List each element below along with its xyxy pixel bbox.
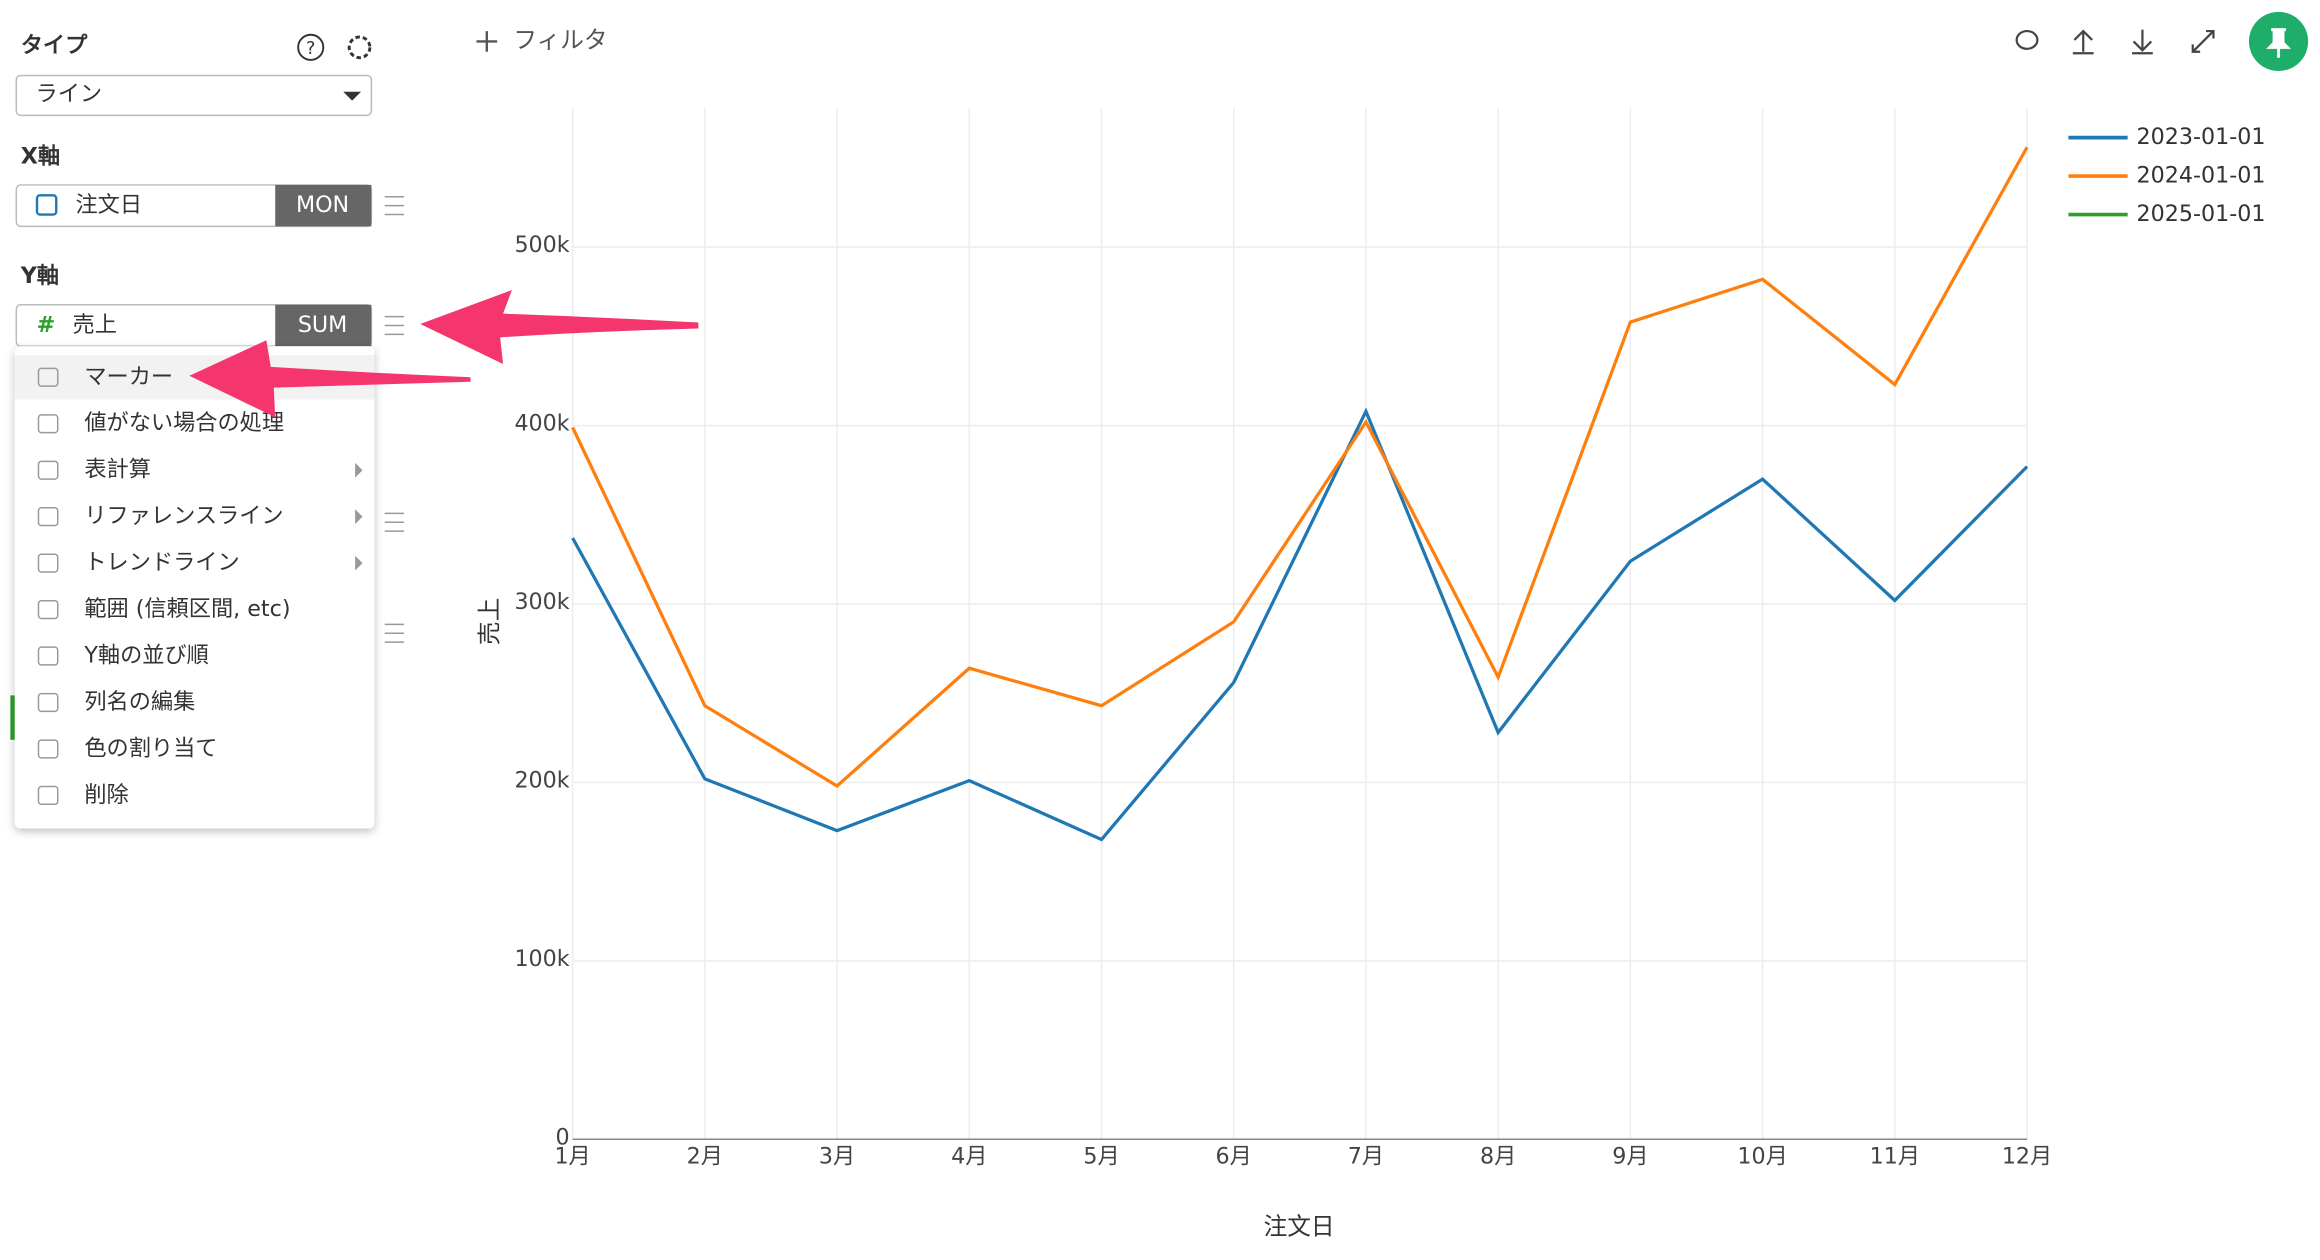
y-agg: SUM [298, 312, 347, 338]
menu-box [14, 346, 375, 829]
select-caret [343, 91, 362, 101]
type-select[interactable] [15, 74, 373, 117]
x-agg: MON [296, 192, 349, 218]
x-field-name: 注文日 [75, 192, 142, 218]
pin-icon [2266, 28, 2292, 58]
legend-label[interactable]: 2024-01-01 [2137, 163, 2266, 189]
x-tick-label: 1月 [554, 1144, 590, 1170]
menu-item[interactable]: マーカー [84, 364, 173, 390]
menu-icon [37, 460, 59, 480]
menu-icon [37, 553, 59, 573]
menu-icon [37, 414, 59, 434]
x-tick-label: 10月 [1737, 1144, 1787, 1170]
x-tick-label: 9月 [1612, 1144, 1648, 1170]
y-field-name: 売上 [73, 312, 117, 338]
settings-icon[interactable] [347, 35, 372, 60]
type-value: ライン [36, 81, 103, 107]
upload-icon[interactable] [2072, 29, 2094, 55]
y-axis-title: 売上 [476, 598, 504, 645]
number-icon: # [37, 312, 56, 338]
menu-item[interactable]: トレンドライン [84, 550, 239, 576]
series-line [571, 146, 2029, 789]
date-icon [35, 194, 58, 216]
help-icon-glyph: ? [306, 39, 315, 59]
hidden-handles [384, 512, 404, 643]
filter-button[interactable]: フィルタ [513, 26, 607, 54]
menu-icon [37, 785, 59, 806]
menu-item[interactable]: 値がない場合の処理 [84, 410, 284, 436]
add-icon [476, 31, 498, 52]
x-tick-label: 12月 [2002, 1144, 2052, 1170]
submenu-caret [355, 555, 363, 571]
y-tick-label: 100k [514, 946, 569, 972]
toolbar-icons [2015, 29, 2215, 55]
arrow [189, 340, 471, 418]
menu-icon [37, 646, 59, 666]
x-handle[interactable] [384, 196, 404, 216]
legend-label[interactable]: 2025-01-01 [2137, 201, 2266, 227]
legend-label[interactable]: 2023-01-01 [2137, 124, 2266, 150]
y-tick-label: 400k [514, 411, 569, 437]
x-tick-label: 11月 [1870, 1144, 1920, 1170]
y-tick-label: 300k [514, 589, 569, 615]
hidden-edge [10, 695, 15, 740]
menu-item[interactable]: Y軸の並び順 [83, 643, 208, 669]
x-tick-label: 8月 [1480, 1144, 1516, 1170]
series-line [571, 407, 2029, 842]
x-tick-label: 2月 [687, 1144, 723, 1170]
menu-item[interactable]: 列名の編集 [84, 689, 195, 715]
y-tick-label: 200k [514, 767, 569, 793]
x-axis-label: X軸 [21, 143, 60, 169]
menu-icon [37, 739, 59, 759]
x-tick-label: 6月 [1216, 1144, 1252, 1170]
x-tick-label: 4月 [951, 1144, 987, 1170]
menu-item[interactable]: 表計算 [84, 457, 151, 483]
menu-icon [37, 692, 59, 713]
menu-item[interactable]: リファレンスライン [84, 503, 283, 529]
y-handle[interactable] [384, 315, 404, 336]
submenu-caret [355, 509, 363, 525]
comment-icon[interactable] [2015, 29, 2039, 50]
y-tick-label: 0 [556, 1124, 570, 1150]
x-agg-button[interactable] [275, 184, 372, 227]
y-agg-button[interactable] [275, 304, 372, 347]
menu-item[interactable]: 範囲 (信頼区間, etc) [84, 596, 290, 622]
help-icon[interactable] [297, 33, 325, 61]
menu-icon [37, 367, 59, 387]
expand-icon[interactable] [2191, 29, 2215, 53]
submenu-caret [355, 462, 363, 478]
menu-icon [37, 599, 59, 620]
download-icon[interactable] [2132, 29, 2153, 55]
x-tick-label: 5月 [1083, 1144, 1119, 1170]
menu-icon [37, 507, 59, 527]
y-tick-label: 500k [514, 232, 569, 258]
arrow [420, 289, 699, 364]
menu-item[interactable]: 色の割り当て [84, 735, 217, 761]
x-tick-label: 7月 [1348, 1144, 1384, 1170]
chart: 注文日 売上 0 100k 200k 300k 400k 500k 1月 2月 3月 4月 5月 6月… [476, 108, 2266, 1241]
y-axis-label: Y軸 [20, 263, 59, 289]
x-tick-label: 3月 [819, 1144, 855, 1170]
x-axis-title: 注文日 [1264, 1213, 1335, 1241]
type-label: タイプ [21, 32, 88, 58]
menu-item[interactable]: 削除 [84, 782, 128, 808]
